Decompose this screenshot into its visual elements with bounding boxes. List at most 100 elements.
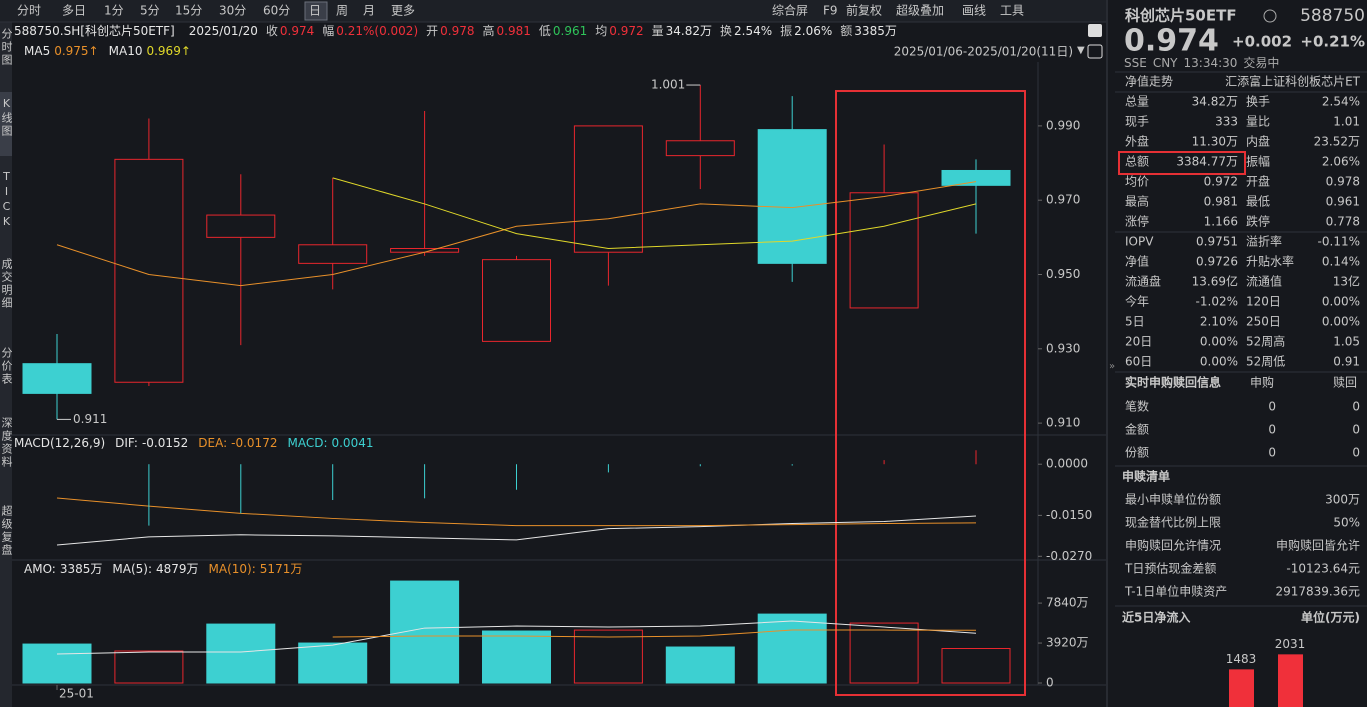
text-part: 低 — [539, 24, 551, 38]
period-tab[interactable]: 30分 — [219, 4, 246, 18]
toolbar-action[interactable]: 综合屏 — [772, 3, 808, 18]
min-label: 0.911 — [73, 412, 107, 426]
period-tab[interactable]: 分时 — [17, 4, 41, 18]
row-label: T日预估现金差额 — [1124, 561, 1216, 576]
line — [332, 177, 977, 250]
stat-value: 0.981 — [1204, 195, 1238, 209]
stat-value: 0.00% — [1322, 295, 1360, 309]
side-tab[interactable]: 成交明细 — [0, 258, 13, 310]
side-tab[interactable]: 深度资料 — [0, 417, 13, 469]
date-range: 2025/01/06-2025/01/20(11日) — [894, 45, 1073, 59]
y-tick-label: 7840万 — [1046, 596, 1089, 610]
period-tab[interactable]: 更多 — [391, 4, 415, 18]
text-part: MACD(12,26,9) — [14, 436, 105, 450]
stat-label: 内盘 — [1246, 134, 1270, 149]
stat-label: 流通盘 — [1125, 274, 1161, 289]
stat-value: 1.01 — [1333, 115, 1360, 129]
cell: 0 — [1268, 400, 1276, 414]
text-part: 0.975↑ — [54, 44, 98, 58]
icon[interactable] — [1088, 24, 1102, 37]
row-label: T-1日单位申赎资产 — [1124, 584, 1227, 599]
stat-label: 净值 — [1125, 254, 1149, 269]
y-tick-label: 0.950 — [1046, 267, 1080, 281]
candle-body — [206, 214, 276, 238]
fund-name: 汇添富上证科创板芯片ET — [1225, 74, 1361, 89]
text-part: 0.969↑ — [146, 44, 190, 58]
text-part: MA5 — [24, 44, 50, 58]
section-title: 申赎清单 — [1122, 469, 1170, 484]
stat-value: 34.82万 — [1192, 95, 1238, 109]
volume-bar — [573, 629, 643, 684]
collapse-icon[interactable]: » — [1109, 361, 1115, 372]
stat-label: 最低 — [1246, 195, 1270, 209]
text-part: MA(10): — [209, 562, 256, 576]
stat-value: 0.14% — [1322, 255, 1360, 269]
line — [56, 181, 977, 287]
dropdown-arrow[interactable]: ▼ — [1077, 45, 1085, 56]
bar — [1229, 669, 1254, 707]
cell: 0 — [1352, 400, 1360, 414]
period-tab[interactable]: 60分 — [263, 4, 290, 18]
stat-value: 2.06% — [1322, 155, 1360, 169]
change: +0.002 — [1232, 33, 1292, 51]
period-tab[interactable]: 1分 — [104, 4, 124, 18]
text-part: 0.21%(0.002) — [336, 24, 418, 38]
stat-value: 0.778 — [1326, 215, 1360, 229]
legend: MACD(12,26,9) DIF: -0.0152 DEA: -0.0172 MACD:… — [14, 436, 373, 450]
toolbar-action[interactable]: 工具 — [1000, 4, 1024, 18]
candle-body — [482, 259, 551, 342]
info-icon[interactable] — [1263, 9, 1277, 23]
cell: 申购赎回皆允许 — [1276, 538, 1360, 553]
period-tab[interactable]: 5分 — [140, 4, 160, 18]
y-tick-label: 0.910 — [1046, 416, 1080, 430]
stat-value: 2.10% — [1200, 315, 1238, 329]
toolbar-action[interactable]: F9 — [823, 4, 838, 18]
y-tick-label: 0.990 — [1046, 118, 1080, 132]
price: 0.974 — [1124, 24, 1219, 59]
stat-value: 333 — [1215, 115, 1238, 129]
quote-meta: SSE CNY 13:34:30 交易中 — [1124, 55, 1279, 70]
toolbar-action[interactable]: 前复权 — [846, 3, 882, 18]
side-tab[interactable]: K线图 — [0, 97, 13, 138]
text-part: 开 — [426, 24, 438, 38]
active-period[interactable] — [304, 1, 328, 21]
period-tab[interactable]: 15分 — [175, 4, 202, 18]
side-tab[interactable]: TICK — [0, 170, 13, 230]
text-part: 2.06% — [794, 24, 832, 38]
toolbar-action[interactable]: 画线 — [962, 4, 986, 18]
text-part: 0.961 — [553, 24, 587, 38]
nav-link[interactable]: 净值走势 — [1125, 74, 1173, 89]
period-tab[interactable]: 月 — [363, 4, 375, 18]
stat-label: 今年 — [1125, 294, 1149, 309]
cell: 0 — [1268, 423, 1276, 437]
volume-bar — [206, 623, 276, 684]
text-part: 3385万 — [60, 562, 103, 576]
toolbar-action[interactable]: 超级叠加 — [896, 3, 944, 18]
period-tab[interactable]: 日 — [309, 4, 321, 18]
side-tab[interactable]: 分价表 — [0, 347, 13, 386]
side-tab[interactable]: 超级复盘 — [0, 504, 13, 557]
stat-label: 52周低 — [1246, 355, 1285, 369]
line — [332, 629, 977, 638]
stat-label: 最高 — [1125, 194, 1149, 209]
volume-bar — [757, 613, 827, 684]
y-tick-label: 0 — [1046, 676, 1054, 690]
column-header: 申购 — [1250, 375, 1274, 390]
side-tab[interactable]: 分时图 — [0, 28, 13, 67]
line — [56, 620, 977, 655]
stat-value: 2.54% — [1322, 95, 1360, 109]
side-bar — [0, 22, 12, 707]
icon[interactable] — [1087, 44, 1103, 59]
stat-value: 0.00% — [1200, 335, 1238, 349]
stat-value: 0.972 — [1204, 175, 1238, 189]
stat-value: 0.978 — [1326, 175, 1360, 189]
cell: 0 — [1268, 446, 1276, 460]
period-tab[interactable]: 周 — [336, 4, 348, 18]
active-tab[interactable] — [0, 92, 12, 156]
stat-label: 总量 — [1125, 95, 1149, 109]
right-panel — [1115, 0, 1367, 707]
stat-value: 23.52万 — [1314, 135, 1360, 149]
line — [56, 515, 977, 546]
period-tab[interactable]: 多日 — [62, 4, 86, 18]
